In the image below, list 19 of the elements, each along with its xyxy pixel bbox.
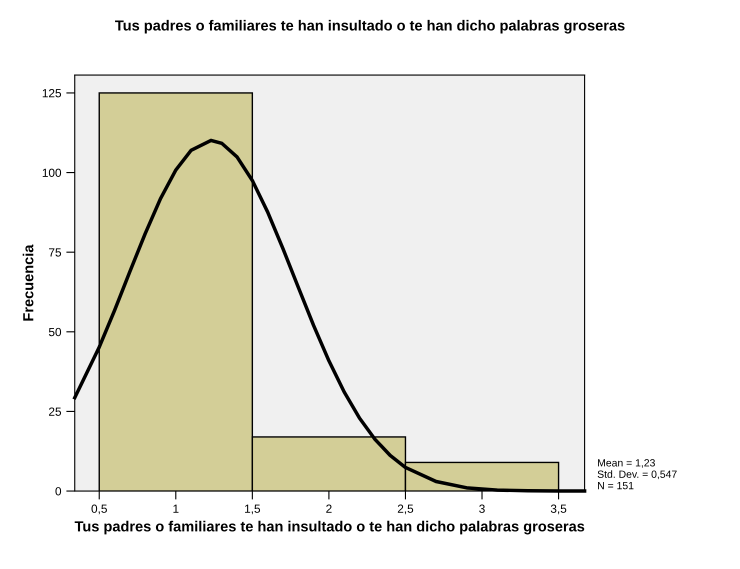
y-tick-label: 100 <box>42 168 62 177</box>
y-tick-label: 75 <box>49 248 62 257</box>
x-tick-label: 3,5 <box>550 504 566 514</box>
chart-title: Tus padres o familiares te han insultado o te han dicho palabras groseras <box>115 20 625 34</box>
x-tick-label: 0,5 <box>91 504 107 514</box>
x-tick-label: 1,5 <box>245 504 260 514</box>
y-tick-label: 25 <box>49 407 62 416</box>
text: Std. Dev. = 0,547 <box>598 470 677 480</box>
x-tick-label: 1 <box>173 504 178 513</box>
x-tick-label: 3 <box>479 504 485 513</box>
y-tick-label: 0 <box>55 487 62 496</box>
text: Mean = 1,23 <box>598 459 655 468</box>
y-tick-label: 125 <box>42 88 62 98</box>
y-axis-title: Frecuencia <box>22 244 34 321</box>
text: N = 151 <box>598 482 634 490</box>
x-axis-title: Tus padres o familiares te han insultado o te han dicho palabras groseras <box>74 520 584 534</box>
y-tick-label: 50 <box>48 328 62 336</box>
x-tick-label: 2,5 <box>398 504 414 514</box>
x-tick-label: 2 <box>326 504 332 513</box>
